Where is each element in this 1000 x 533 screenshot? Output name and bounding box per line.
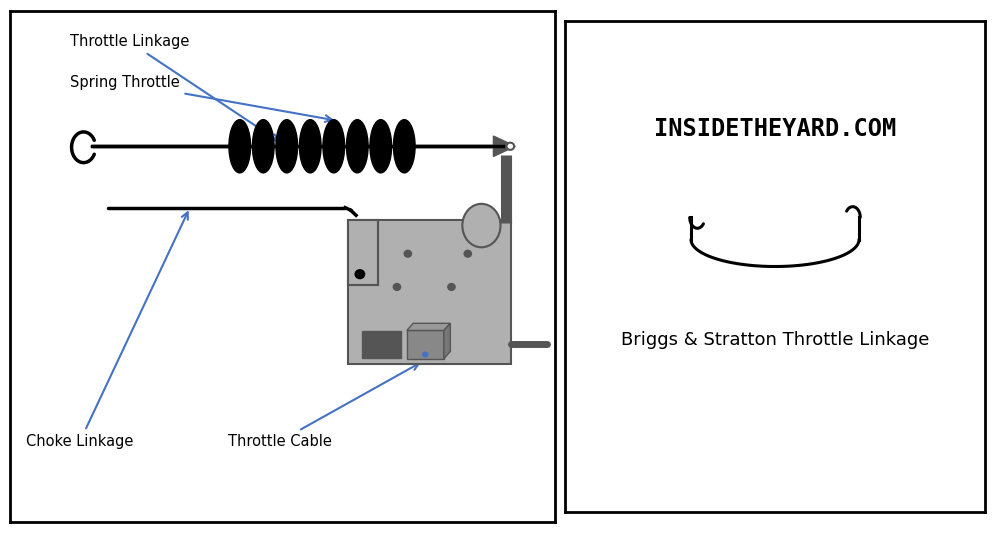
Circle shape — [354, 269, 365, 279]
Polygon shape — [444, 324, 450, 359]
Ellipse shape — [276, 119, 298, 173]
Ellipse shape — [462, 204, 500, 247]
Ellipse shape — [393, 119, 415, 173]
Circle shape — [403, 249, 412, 258]
Ellipse shape — [370, 119, 392, 173]
Text: Throttle Cable: Throttle Cable — [228, 364, 419, 449]
Polygon shape — [407, 324, 450, 330]
Ellipse shape — [323, 119, 345, 173]
Bar — [348, 221, 511, 364]
Circle shape — [463, 249, 472, 258]
Text: Throttle Linkage: Throttle Linkage — [70, 35, 278, 141]
Ellipse shape — [252, 119, 274, 173]
Text: INSIDETHEYARD.COM: INSIDETHEYARD.COM — [654, 117, 896, 141]
Circle shape — [393, 283, 401, 291]
Bar — [407, 330, 444, 359]
Circle shape — [506, 143, 514, 150]
Circle shape — [422, 351, 429, 358]
Bar — [348, 221, 378, 285]
Polygon shape — [493, 136, 515, 157]
Ellipse shape — [346, 119, 368, 173]
Text: Choke Linkage: Choke Linkage — [26, 212, 188, 449]
Text: Briggs & Stratton Throttle Linkage: Briggs & Stratton Throttle Linkage — [621, 331, 929, 349]
Ellipse shape — [299, 119, 321, 173]
Circle shape — [447, 283, 456, 291]
Text: Spring Throttle: Spring Throttle — [70, 75, 332, 122]
Ellipse shape — [229, 119, 251, 173]
Bar — [362, 331, 401, 358]
